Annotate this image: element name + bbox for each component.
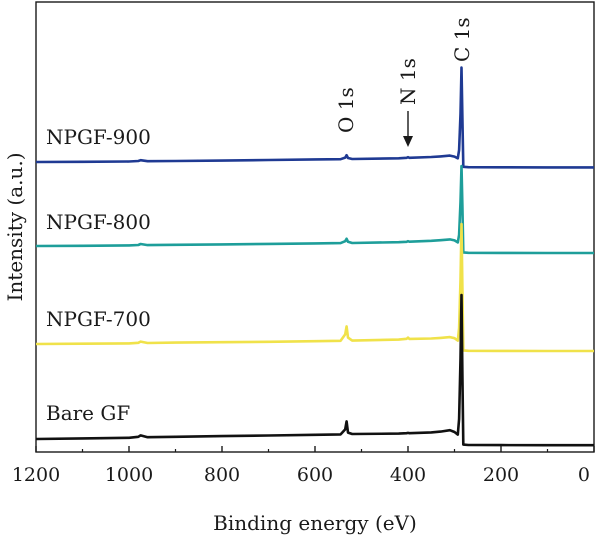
x-tick-label-800: 800 bbox=[204, 464, 240, 486]
series-line-npgf-700 bbox=[35, 222, 594, 353]
y-axis-label: Intensity (a.u.) bbox=[3, 152, 27, 301]
x-tick-label-400: 400 bbox=[390, 464, 426, 486]
x-axis-label: Binding energy (eV) bbox=[213, 511, 417, 535]
annotation-c1s: C 1s bbox=[450, 17, 474, 62]
x-tick-label-1200: 1200 bbox=[12, 464, 60, 486]
n1s-arrow-head bbox=[403, 136, 413, 147]
series-line-bare-gf bbox=[35, 293, 594, 447]
series-line-npgf-900 bbox=[35, 66, 594, 169]
x-tick-label-0: 0 bbox=[578, 464, 590, 486]
x-axis-ticks: 1200 1000 800 600 400 200 0 bbox=[12, 446, 595, 486]
series-label-npgf-800: NPGF-800 bbox=[46, 210, 151, 234]
annotation-n1s: N 1s bbox=[396, 58, 420, 105]
x-tick-label-1000: 1000 bbox=[105, 464, 153, 486]
annotation-o1s: O 1s bbox=[334, 87, 358, 133]
series-line-npgf-800 bbox=[35, 164, 594, 255]
series-label-bare-gf: Bare GF bbox=[46, 401, 130, 425]
x-tick-label-600: 600 bbox=[297, 464, 333, 486]
series-label-npgf-900: NPGF-900 bbox=[46, 125, 151, 149]
series-layer bbox=[35, 66, 594, 447]
series-label-npgf-700: NPGF-700 bbox=[46, 307, 151, 331]
x-tick-label-200: 200 bbox=[483, 464, 519, 486]
